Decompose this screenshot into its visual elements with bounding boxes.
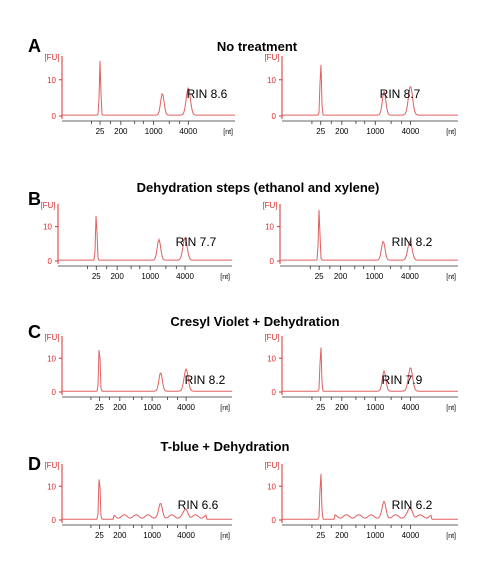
y-tick-label: 10 (43, 223, 52, 232)
electropherogram-4: [FU] 0 10 25 200 1000 4000 [nt] RIN 8.2 (262, 201, 458, 281)
x-tick-label: 4000 (179, 127, 197, 136)
y-tick-label: 10 (267, 482, 276, 491)
x-tick-label: 200 (335, 127, 349, 136)
x-tick-label: 25 (315, 272, 324, 281)
electropherogram-trace (280, 209, 458, 261)
y-axis-unit-label: [FU] (264, 53, 279, 62)
x-tick-label: 4000 (402, 403, 420, 412)
x-tick-label: 1000 (365, 272, 383, 281)
electropherogram-3: [FU] 0 10 25 200 1000 4000 [nt] RIN 7.7 (40, 201, 232, 281)
x-axis-unit-label: [nt] (220, 274, 230, 281)
x-tick-label: 200 (335, 531, 349, 540)
y-tick-label: 10 (267, 76, 276, 85)
x-tick-label: 1000 (143, 531, 161, 540)
rin-value-label: RIN 7.7 (176, 235, 217, 249)
x-tick-label: 1000 (141, 272, 159, 281)
x-tick-label: 1000 (145, 127, 163, 136)
y-tick-label: 0 (272, 516, 277, 525)
electropherogram-5: [FU] 0 10 25 200 1000 4000 [nt] RIN 8.2 (44, 333, 232, 412)
y-axis-unit-label: [FU] (44, 53, 59, 62)
x-tick-label: 1000 (366, 127, 384, 136)
y-tick-label: 0 (272, 388, 277, 397)
x-tick-label: 25 (95, 531, 104, 540)
rin-value-label: RIN 6.6 (178, 498, 219, 512)
x-tick-label: 1000 (366, 403, 384, 412)
x-tick-label: 4000 (176, 272, 194, 281)
panel-label-a: A (28, 36, 41, 56)
panel-title-d: T-blue + Dehydration (161, 439, 290, 454)
x-tick-label: 200 (114, 127, 128, 136)
y-tick-label: 0 (270, 257, 275, 266)
electropherogram-trace (62, 479, 232, 520)
y-tick-label: 10 (47, 76, 56, 85)
rin-value-label: RIN 8.6 (187, 87, 228, 101)
electropherogram-7: [FU] 0 10 25 200 1000 4000 [nt] RIN 6.6 (44, 461, 232, 540)
x-tick-label: 4000 (177, 531, 195, 540)
x-tick-label: 200 (335, 403, 349, 412)
x-tick-label: 25 (92, 272, 101, 281)
electropherogram-trace (282, 347, 458, 392)
electropherogram-trace (282, 473, 458, 520)
x-tick-label: 25 (95, 403, 104, 412)
electropherogram-trace (62, 349, 232, 392)
x-axis-unit-label: [nt] (220, 405, 230, 412)
x-axis-unit-label: [nt] (220, 533, 230, 540)
rin-value-label: RIN 8.2 (185, 373, 226, 387)
y-tick-label: 10 (265, 223, 274, 232)
x-axis-unit-label: [nt] (446, 274, 456, 281)
x-tick-label: 4000 (402, 531, 420, 540)
x-axis-unit-label: [nt] (223, 129, 233, 136)
x-axis-unit-label: [nt] (446, 533, 456, 540)
x-tick-label: 25 (316, 127, 325, 136)
y-tick-label: 0 (272, 112, 277, 121)
x-tick-label: 1000 (143, 403, 161, 412)
y-tick-label: 10 (47, 482, 56, 491)
y-tick-label: 0 (52, 388, 57, 397)
y-axis-unit-label: [FU] (44, 461, 59, 470)
rin-value-label: RIN 8.7 (380, 87, 421, 101)
electropherogram-8: [FU] 0 10 25 200 1000 4000 [nt] RIN 6.2 (264, 461, 458, 540)
x-tick-label: 200 (113, 403, 127, 412)
panel-label-c: C (28, 322, 41, 342)
panel-title-c: Cresyl Violet + Dehydration (170, 314, 339, 329)
panel-label-d: D (28, 454, 41, 474)
x-tick-label: 25 (316, 531, 325, 540)
rin-value-label: RIN 6.2 (392, 498, 433, 512)
electropherogram-trace (282, 64, 458, 116)
x-tick-label: 200 (110, 272, 124, 281)
x-tick-label: 4000 (402, 127, 420, 136)
y-tick-label: 0 (48, 257, 53, 266)
x-tick-label: 200 (334, 272, 348, 281)
y-tick-label: 0 (52, 112, 57, 121)
x-tick-label: 4000 (401, 272, 419, 281)
x-tick-label: 1000 (366, 531, 384, 540)
y-axis-unit-label: [FU] (262, 201, 277, 210)
x-axis-unit-label: [nt] (446, 405, 456, 412)
x-axis-unit-label: [nt] (446, 129, 456, 136)
electropherogram-1: [FU] 0 10 25 200 1000 4000 [nt] RIN 8.6 (44, 53, 235, 136)
rin-value-label: RIN 8.2 (392, 235, 433, 249)
panel-label-b: B (28, 189, 41, 209)
x-tick-label: 25 (96, 127, 105, 136)
x-tick-label: 200 (113, 531, 127, 540)
y-tick-label: 10 (267, 354, 276, 363)
x-tick-label: 4000 (177, 403, 195, 412)
y-axis-unit-label: [FU] (264, 333, 279, 342)
electropherogram-6: [FU] 0 10 25 200 1000 4000 [nt] RIN 7.9 (264, 333, 458, 412)
rin-value-label: RIN 7.9 (382, 373, 423, 387)
y-tick-label: 0 (52, 516, 57, 525)
y-axis-unit-label: [FU] (40, 201, 55, 210)
y-axis-unit-label: [FU] (264, 461, 279, 470)
electropherogram-trace (58, 215, 232, 261)
electropherogram-trace (62, 60, 235, 116)
x-tick-label: 25 (316, 403, 325, 412)
panel-title-b: Dehydration steps (ethanol and xylene) (137, 180, 380, 195)
panel-title-a: No treatment (217, 39, 298, 54)
y-tick-label: 10 (47, 354, 56, 363)
y-axis-unit-label: [FU] (44, 333, 59, 342)
electropherogram-2: [FU] 0 10 25 200 1000 4000 [nt] RIN 8.7 (264, 53, 458, 136)
